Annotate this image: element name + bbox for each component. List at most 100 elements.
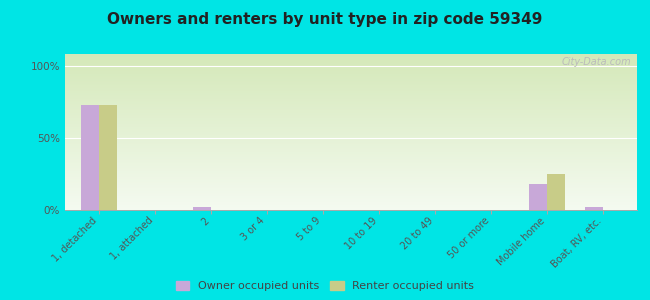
Bar	[65, 59, 637, 60]
Bar	[65, 63, 637, 65]
Bar	[65, 141, 637, 143]
Bar	[65, 140, 637, 141]
Bar	[65, 113, 637, 115]
Bar	[65, 166, 637, 168]
Bar	[65, 94, 637, 96]
Bar	[65, 60, 637, 62]
Bar	[65, 165, 637, 166]
Bar	[65, 84, 637, 85]
Bar	[65, 126, 637, 127]
Bar	[65, 179, 637, 180]
Bar	[65, 172, 637, 174]
Bar	[65, 57, 637, 59]
Bar	[65, 201, 637, 202]
Bar	[65, 85, 637, 87]
Bar	[65, 106, 637, 107]
Bar	[65, 146, 637, 148]
Bar	[65, 182, 637, 184]
Bar	[65, 54, 637, 56]
Bar	[65, 168, 637, 170]
Bar	[65, 205, 637, 207]
Bar	[65, 188, 637, 190]
Legend: Owner occupied units, Renter occupied units: Owner occupied units, Renter occupied un…	[176, 281, 474, 291]
Bar	[65, 76, 637, 77]
Bar	[65, 177, 637, 179]
Bar	[65, 163, 637, 165]
Bar	[65, 65, 637, 67]
Bar	[65, 199, 637, 201]
Bar	[65, 123, 637, 124]
Bar	[65, 155, 637, 157]
Bar	[65, 68, 637, 70]
Bar	[65, 92, 637, 93]
Bar	[65, 191, 637, 193]
Bar	[65, 121, 637, 123]
Bar	[65, 130, 637, 132]
Bar	[65, 160, 637, 162]
Bar	[65, 112, 637, 113]
Bar	[65, 56, 637, 57]
Bar	[65, 149, 637, 151]
Bar	[65, 73, 637, 74]
Bar	[65, 124, 637, 126]
Bar	[65, 134, 637, 135]
Bar	[99, 105, 116, 210]
Bar	[65, 132, 637, 134]
Bar	[81, 105, 99, 210]
Bar	[65, 174, 637, 176]
Bar	[65, 171, 637, 172]
Bar	[65, 71, 637, 73]
Bar	[65, 197, 637, 199]
Bar	[65, 70, 637, 71]
Bar	[65, 180, 637, 182]
Bar	[65, 62, 637, 63]
Bar	[65, 99, 637, 101]
Bar	[65, 109, 637, 110]
Bar	[65, 176, 637, 177]
Bar	[65, 87, 637, 88]
Bar	[65, 107, 637, 109]
Bar	[65, 74, 637, 76]
Bar	[65, 93, 637, 94]
Bar	[65, 202, 637, 204]
Bar	[65, 90, 637, 92]
Bar	[65, 135, 637, 137]
Bar	[65, 67, 637, 68]
Bar	[65, 77, 637, 79]
Bar	[65, 151, 637, 152]
Bar	[65, 127, 637, 129]
Bar	[547, 174, 566, 210]
Bar	[65, 79, 637, 80]
Bar	[586, 207, 603, 210]
Bar	[65, 154, 637, 155]
Bar	[65, 110, 637, 112]
Bar	[65, 157, 637, 158]
Bar	[65, 102, 637, 104]
Bar	[65, 116, 637, 118]
Bar	[65, 169, 637, 171]
Bar	[65, 208, 637, 210]
Bar	[65, 207, 637, 208]
Bar	[65, 129, 637, 130]
Bar	[65, 104, 637, 106]
Bar	[65, 119, 637, 121]
Bar	[65, 148, 637, 149]
Bar	[65, 145, 637, 146]
Bar	[65, 185, 637, 187]
Bar	[65, 152, 637, 154]
Bar	[193, 207, 211, 210]
Bar	[65, 80, 637, 82]
Bar	[65, 184, 637, 185]
Bar	[65, 143, 637, 145]
Bar	[65, 118, 637, 119]
Bar	[65, 162, 637, 163]
Bar	[65, 101, 637, 102]
Bar	[65, 88, 637, 90]
Bar	[65, 204, 637, 205]
Bar	[65, 82, 637, 84]
Bar	[65, 194, 637, 196]
Bar	[65, 137, 637, 138]
Bar	[65, 96, 637, 98]
Text: Owners and renters by unit type in zip code 59349: Owners and renters by unit type in zip c…	[107, 12, 543, 27]
Bar	[65, 187, 637, 188]
